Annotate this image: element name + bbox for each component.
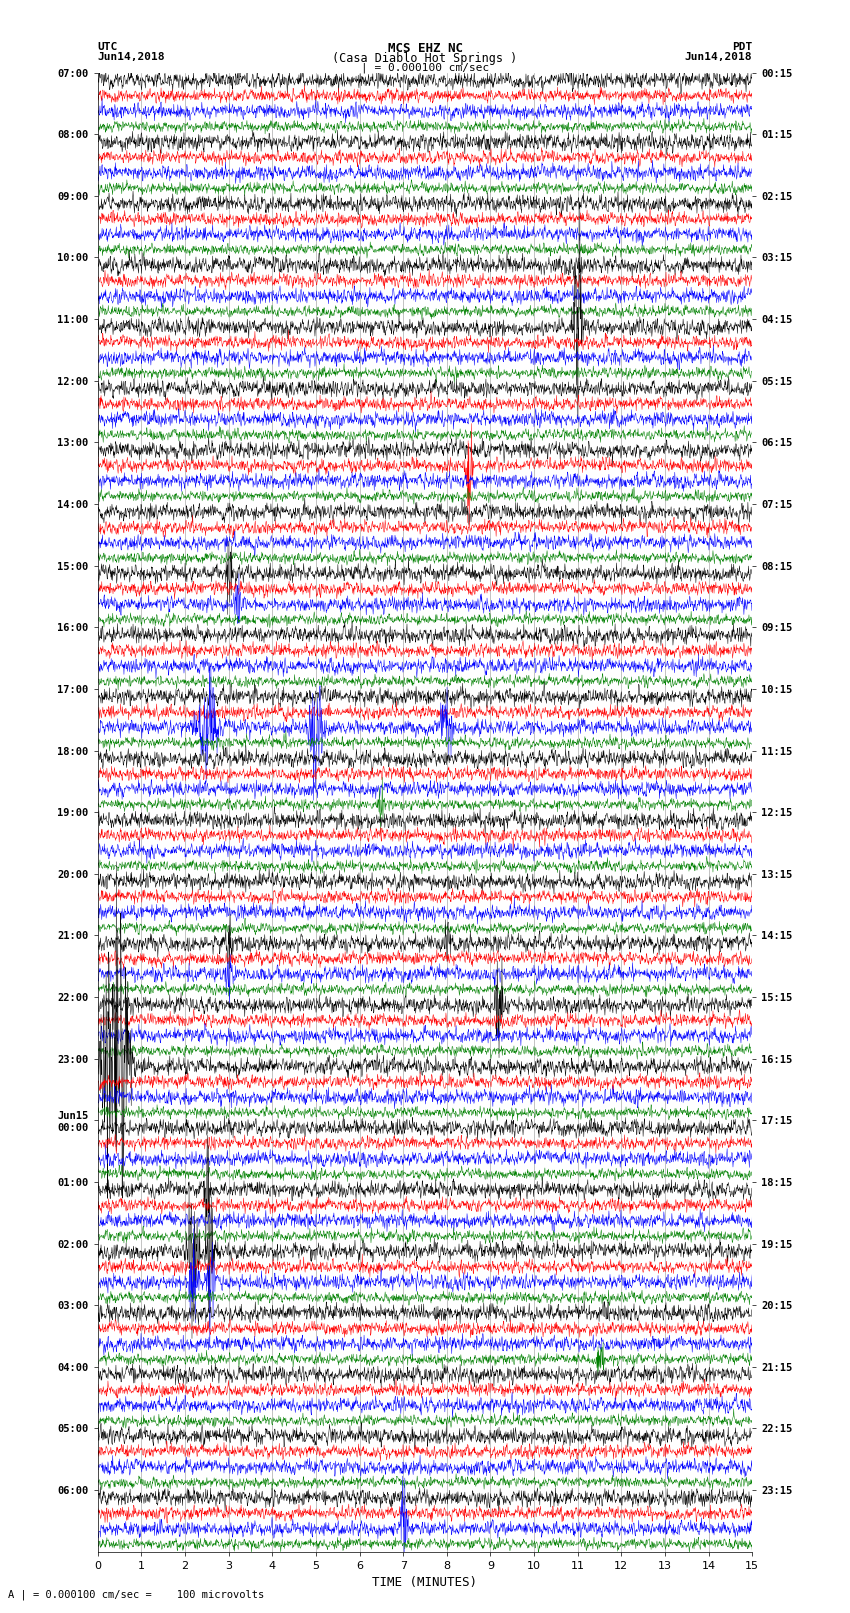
Text: PDT: PDT bbox=[732, 42, 752, 52]
Text: MCS EHZ NC: MCS EHZ NC bbox=[388, 42, 462, 55]
X-axis label: TIME (MINUTES): TIME (MINUTES) bbox=[372, 1576, 478, 1589]
Text: A | = 0.000100 cm/sec =    100 microvolts: A | = 0.000100 cm/sec = 100 microvolts bbox=[8, 1589, 264, 1600]
Text: UTC: UTC bbox=[98, 42, 118, 52]
Text: Jun14,2018: Jun14,2018 bbox=[98, 52, 165, 61]
Text: Jun14,2018: Jun14,2018 bbox=[685, 52, 752, 61]
Text: | = 0.000100 cm/sec: | = 0.000100 cm/sec bbox=[361, 63, 489, 74]
Text: (Casa Diablo Hot Springs ): (Casa Diablo Hot Springs ) bbox=[332, 52, 518, 65]
